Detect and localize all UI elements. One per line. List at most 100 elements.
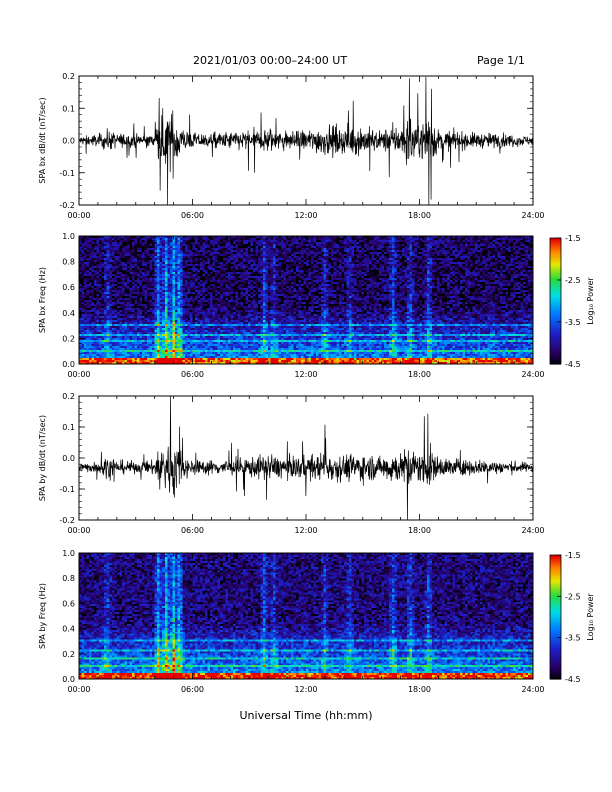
colorbar-swatch <box>550 666 561 670</box>
y-tick-label: 0.2 <box>62 72 75 81</box>
colorbar-swatch <box>550 583 561 587</box>
colorbar-swatch <box>550 629 561 633</box>
panel-4-axes <box>78 552 534 680</box>
colorbar-tick-label: -3.5 <box>565 318 581 327</box>
colorbar-swatch <box>550 246 561 250</box>
colorbar-tick-label: -1.5 <box>565 551 581 560</box>
colorbar-swatch <box>550 575 561 579</box>
y-tick-label: -0.1 <box>59 485 75 494</box>
colorbar-swatch <box>550 555 561 558</box>
x-tick-label: 00:00 <box>67 526 90 535</box>
colorbar-swatch <box>550 303 561 306</box>
colorbar-swatch <box>550 623 561 626</box>
colorbar-swatch <box>550 359 561 363</box>
x-tick-label: 06:00 <box>181 211 204 220</box>
panel-frame <box>78 395 534 521</box>
colorbar-swatch <box>550 244 561 247</box>
x-axis-title: Universal Time (hh:mm) <box>239 709 373 722</box>
y-tick-label: 0.0 <box>62 454 75 463</box>
colorbar-swatch <box>550 263 561 266</box>
colorbar-swatch <box>550 275 561 279</box>
y-axis-label: SPA bx Freq (Hz) <box>38 267 47 333</box>
colorbar-tick-label: -2.5 <box>565 276 581 285</box>
colorbar-swatch <box>550 296 561 300</box>
colorbar-swatch <box>550 357 561 361</box>
colorbar-swatch <box>550 330 561 334</box>
colorbar-swatch <box>550 672 561 676</box>
x-tick-label: 18:00 <box>408 685 431 694</box>
x-tick-label: 12:00 <box>294 370 317 379</box>
colorbar-swatch <box>550 298 561 302</box>
colorbar-swatch <box>550 347 561 350</box>
colorbar-tick-label: -2.5 <box>565 592 581 601</box>
x-tick-label: 24:00 <box>521 211 544 220</box>
colorbar-swatch <box>550 586 561 589</box>
colorbar-swatch <box>550 668 561 672</box>
colorbar-swatch <box>550 557 561 560</box>
panel-2-axes <box>78 235 534 365</box>
x-tick-label: 00:00 <box>67 370 90 379</box>
colorbar-swatch <box>550 610 561 614</box>
colorbar-swatch <box>550 596 561 599</box>
y-tick-label: 0.8 <box>62 574 75 583</box>
colorbar-swatch <box>550 637 561 641</box>
colorbar-swatch <box>550 294 561 298</box>
colorbar-tick-label: -1.5 <box>565 234 581 243</box>
y-tick-label: 0.0 <box>62 360 75 369</box>
colorbar-swatch <box>550 639 561 643</box>
colorbar-label: Log₁₀ Power <box>586 593 595 641</box>
colorbar-swatch <box>550 334 561 338</box>
y-tick-label: -0.1 <box>59 169 75 178</box>
colorbar-swatch <box>550 641 561 645</box>
colorbar-swatch <box>550 577 561 581</box>
colorbar-swatch <box>550 674 561 678</box>
colorbar-swatch <box>550 317 561 321</box>
colorbar-swatch <box>550 617 561 620</box>
colorbar-swatch <box>550 561 561 564</box>
colorbar-swatch <box>550 259 561 262</box>
y-tick-label: -0.2 <box>59 516 75 525</box>
colorbar-swatch <box>550 301 561 304</box>
colorbar-swatch <box>550 307 561 310</box>
colorbar-swatch <box>550 648 561 651</box>
y-tick-label: 0.4 <box>62 625 75 634</box>
colorbar-swatch <box>550 643 561 647</box>
colorbar-swatch <box>550 652 561 655</box>
colorbar-swatch <box>550 590 561 593</box>
colorbar-swatch <box>550 343 561 346</box>
colorbar-swatch <box>550 650 561 653</box>
colorbar-swatch <box>550 286 561 289</box>
colorbar-swatch <box>550 604 561 608</box>
colorbar-swatch <box>550 619 561 622</box>
colorbar-swatch <box>550 238 561 241</box>
colorbar-label: Log₁₀ Power <box>586 277 595 325</box>
colorbar-swatch <box>550 654 561 657</box>
colorbar-swatch <box>550 349 561 352</box>
colorbar-swatch <box>550 265 561 268</box>
y-tick-label: 0.8 <box>62 258 75 267</box>
colorbar-swatch <box>550 602 561 606</box>
colorbar-swatch <box>550 633 561 637</box>
colorbar-swatch <box>550 254 561 258</box>
x-tick-label: 18:00 <box>408 526 431 535</box>
x-tick-label: 12:00 <box>294 685 317 694</box>
colorbar-swatch <box>550 598 561 602</box>
dbdt-series-line-bx <box>78 76 534 206</box>
colorbar-swatch <box>550 311 561 315</box>
colorbar-swatch <box>550 658 561 661</box>
y-tick-label: 0.0 <box>62 137 75 146</box>
colorbar-frame <box>549 237 562 365</box>
colorbar-swatch <box>550 273 561 277</box>
colorbar-swatch <box>550 559 561 562</box>
colorbar-swatch <box>550 351 561 355</box>
colorbar-by <box>549 554 562 680</box>
colorbar-swatch <box>550 284 561 287</box>
colorbar-bx <box>549 237 562 365</box>
x-tick-label: 00:00 <box>67 211 90 220</box>
colorbar-swatch <box>550 635 561 639</box>
y-axis-label: SPA by dB/dt (nT/sec) <box>38 415 47 501</box>
colorbar-swatch <box>550 569 561 573</box>
colorbar-swatch <box>550 336 561 340</box>
colorbar-swatch <box>550 328 561 331</box>
colorbar-tick-label: -4.5 <box>565 360 581 369</box>
